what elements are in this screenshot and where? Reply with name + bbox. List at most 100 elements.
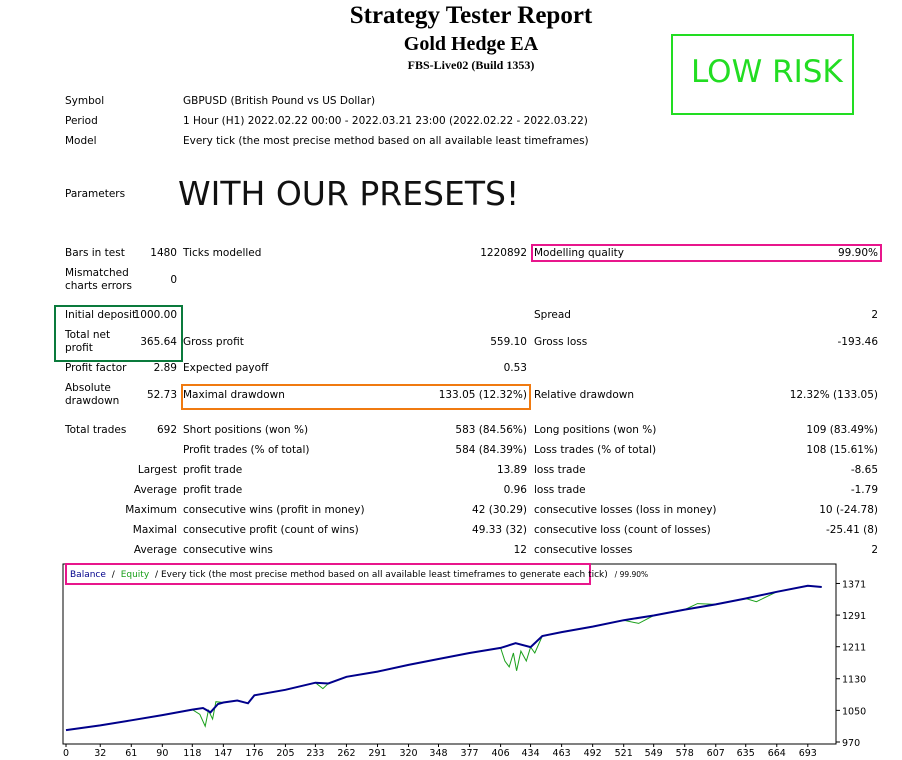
series-line-balance: [65, 584, 822, 732]
legend-quality: / 99.90%: [615, 570, 649, 579]
pf-value: 2.89: [153, 362, 177, 374]
legend-equity: Equity: [121, 570, 150, 580]
x-tick-label: 377: [460, 748, 478, 759]
largest-profit-value: 13.89: [496, 464, 527, 476]
legend-highlight: [65, 563, 591, 585]
avg-wins-value: 12: [513, 544, 527, 556]
long-value: 109 (83.49%): [806, 424, 878, 436]
lt-label: Loss trades (% of total): [534, 444, 657, 456]
y-tick-label: 1291: [842, 611, 866, 622]
x-tick-label: 176: [245, 748, 263, 759]
short-value: 583 (84.56%): [455, 424, 527, 436]
max-wins-value: 42 (30.29): [472, 504, 527, 516]
period-label: Period: [65, 115, 98, 127]
legend-rest: / Every tick (the most precise method ba…: [155, 570, 608, 580]
largest-profit-label: profit trade: [183, 464, 243, 476]
x-tick-label: 549: [645, 748, 663, 759]
trades-value: 692: [156, 424, 177, 436]
largest-label: Largest: [137, 464, 177, 476]
spread-label: Spread: [534, 309, 571, 321]
x-tick-label: 61: [125, 748, 137, 759]
average-profit-value: 0.96: [503, 484, 527, 496]
x-tick-label: 664: [768, 748, 786, 759]
pt-label: Profit trades (% of total): [183, 444, 310, 456]
quality-value: 99.90%: [837, 247, 878, 259]
avg-losses-value: 2: [871, 544, 878, 556]
y-tick-label: 970: [842, 738, 860, 749]
legend-line: Balance / Equity / Every tick (the most …: [70, 570, 648, 580]
max-wins-label: consecutive wins (profit in money): [183, 504, 365, 516]
parameters-label: Parameters: [65, 188, 126, 200]
max-dd-label: Maximal drawdown: [183, 389, 285, 401]
maximum-label: Maximum: [125, 504, 177, 516]
abs-dd-value: 52.73: [146, 389, 177, 401]
x-tick-label: 463: [553, 748, 571, 759]
ea-name: Gold Hedge EA: [403, 33, 539, 55]
pt-value: 584 (84.39%): [455, 444, 527, 456]
average-loss-label: loss trade: [534, 484, 586, 496]
deposit-value: 1000.00: [133, 309, 177, 321]
x-tick-label: 635: [737, 748, 755, 759]
deposit-label: Initial deposit: [65, 309, 137, 321]
rel-dd-value: 12.32% (133.05): [789, 389, 878, 401]
maximal-loss-label: consecutive loss (count of losses): [534, 524, 711, 536]
net-label-1: Total net: [65, 329, 111, 341]
short-label: Short positions (won %): [183, 424, 309, 436]
pf-label: Profit factor: [65, 362, 127, 374]
ticks-value: 1220892: [480, 247, 527, 259]
mismatch-label-1: Mismatched: [65, 267, 129, 279]
x-tick-label: 492: [584, 748, 602, 759]
low-risk-text: LOW RISK: [691, 54, 843, 90]
net-label-2: profit: [65, 342, 93, 354]
largest-loss-value: -8.65: [850, 464, 878, 476]
average-profit-label: profit trade: [183, 484, 243, 496]
x-tick-label: 406: [492, 748, 510, 759]
quality-highlight: [531, 244, 882, 262]
ticks-label: Ticks modelled: [183, 247, 262, 259]
y-tick-label: 1211: [842, 643, 866, 654]
max-dd-highlight: [181, 384, 531, 410]
model-value: Every tick (the most precise method base…: [183, 135, 589, 147]
x-tick-label: 118: [183, 748, 201, 759]
mismatch-label-2: charts errors: [65, 280, 132, 292]
long-label: Long positions (won %): [534, 424, 657, 436]
maximal-profit-label: consecutive profit (count of wins): [183, 524, 359, 536]
gross-profit-value: 559.10: [490, 336, 527, 348]
period-value: 1 Hour (H1) 2022.02.22 00:00 - 2022.03.2…: [183, 115, 588, 127]
maximal-profit-value: 49.33 (32): [472, 524, 527, 536]
bars-value: 1480: [150, 247, 177, 259]
x-tick-label: 607: [707, 748, 725, 759]
presets-overlay: WITH OUR PRESETS!: [178, 174, 520, 213]
report-title: Strategy Tester Report: [349, 2, 593, 29]
abs-dd-label-1: Absolute: [65, 382, 111, 394]
x-tick-label: 233: [306, 748, 324, 759]
mismatch-value: 0: [170, 274, 177, 286]
maximal-label: Maximal: [132, 524, 177, 536]
x-tick-label: 693: [799, 748, 817, 759]
quality-label: Modelling quality: [534, 247, 624, 259]
avg2-label: Average: [133, 544, 177, 556]
build-info: FBS-Live02 (Build 1353): [407, 58, 535, 72]
spread-value: 2: [871, 309, 878, 321]
x-tick-label: 434: [521, 748, 539, 759]
trades-label: Total trades: [65, 424, 127, 436]
maximal-loss-value: -25.41 (8): [825, 524, 878, 536]
gross-profit-label: Gross profit: [183, 336, 244, 348]
y-tick-label: 1050: [842, 706, 866, 717]
model-label: Model: [65, 135, 97, 147]
bars-label: Bars in test: [65, 247, 125, 259]
symbol-value: GBPUSD (British Pound vs US Dollar): [183, 95, 376, 107]
deposit-highlight: [54, 305, 183, 362]
x-tick-label: 521: [615, 748, 633, 759]
x-tick-label: 320: [399, 748, 417, 759]
low-risk-badge: LOW RISK: [671, 34, 854, 115]
gross-loss-label: Gross loss: [534, 336, 588, 348]
legend-sep: /: [112, 570, 116, 580]
rel-dd-label: Relative drawdown: [534, 389, 635, 401]
y-tick-label: 1130: [842, 675, 866, 686]
x-tick-label: 348: [429, 748, 447, 759]
max-dd-value: 133.05 (12.32%): [438, 389, 527, 401]
chart-plot-area: [62, 563, 837, 745]
x-tick-label: 147: [214, 748, 232, 759]
